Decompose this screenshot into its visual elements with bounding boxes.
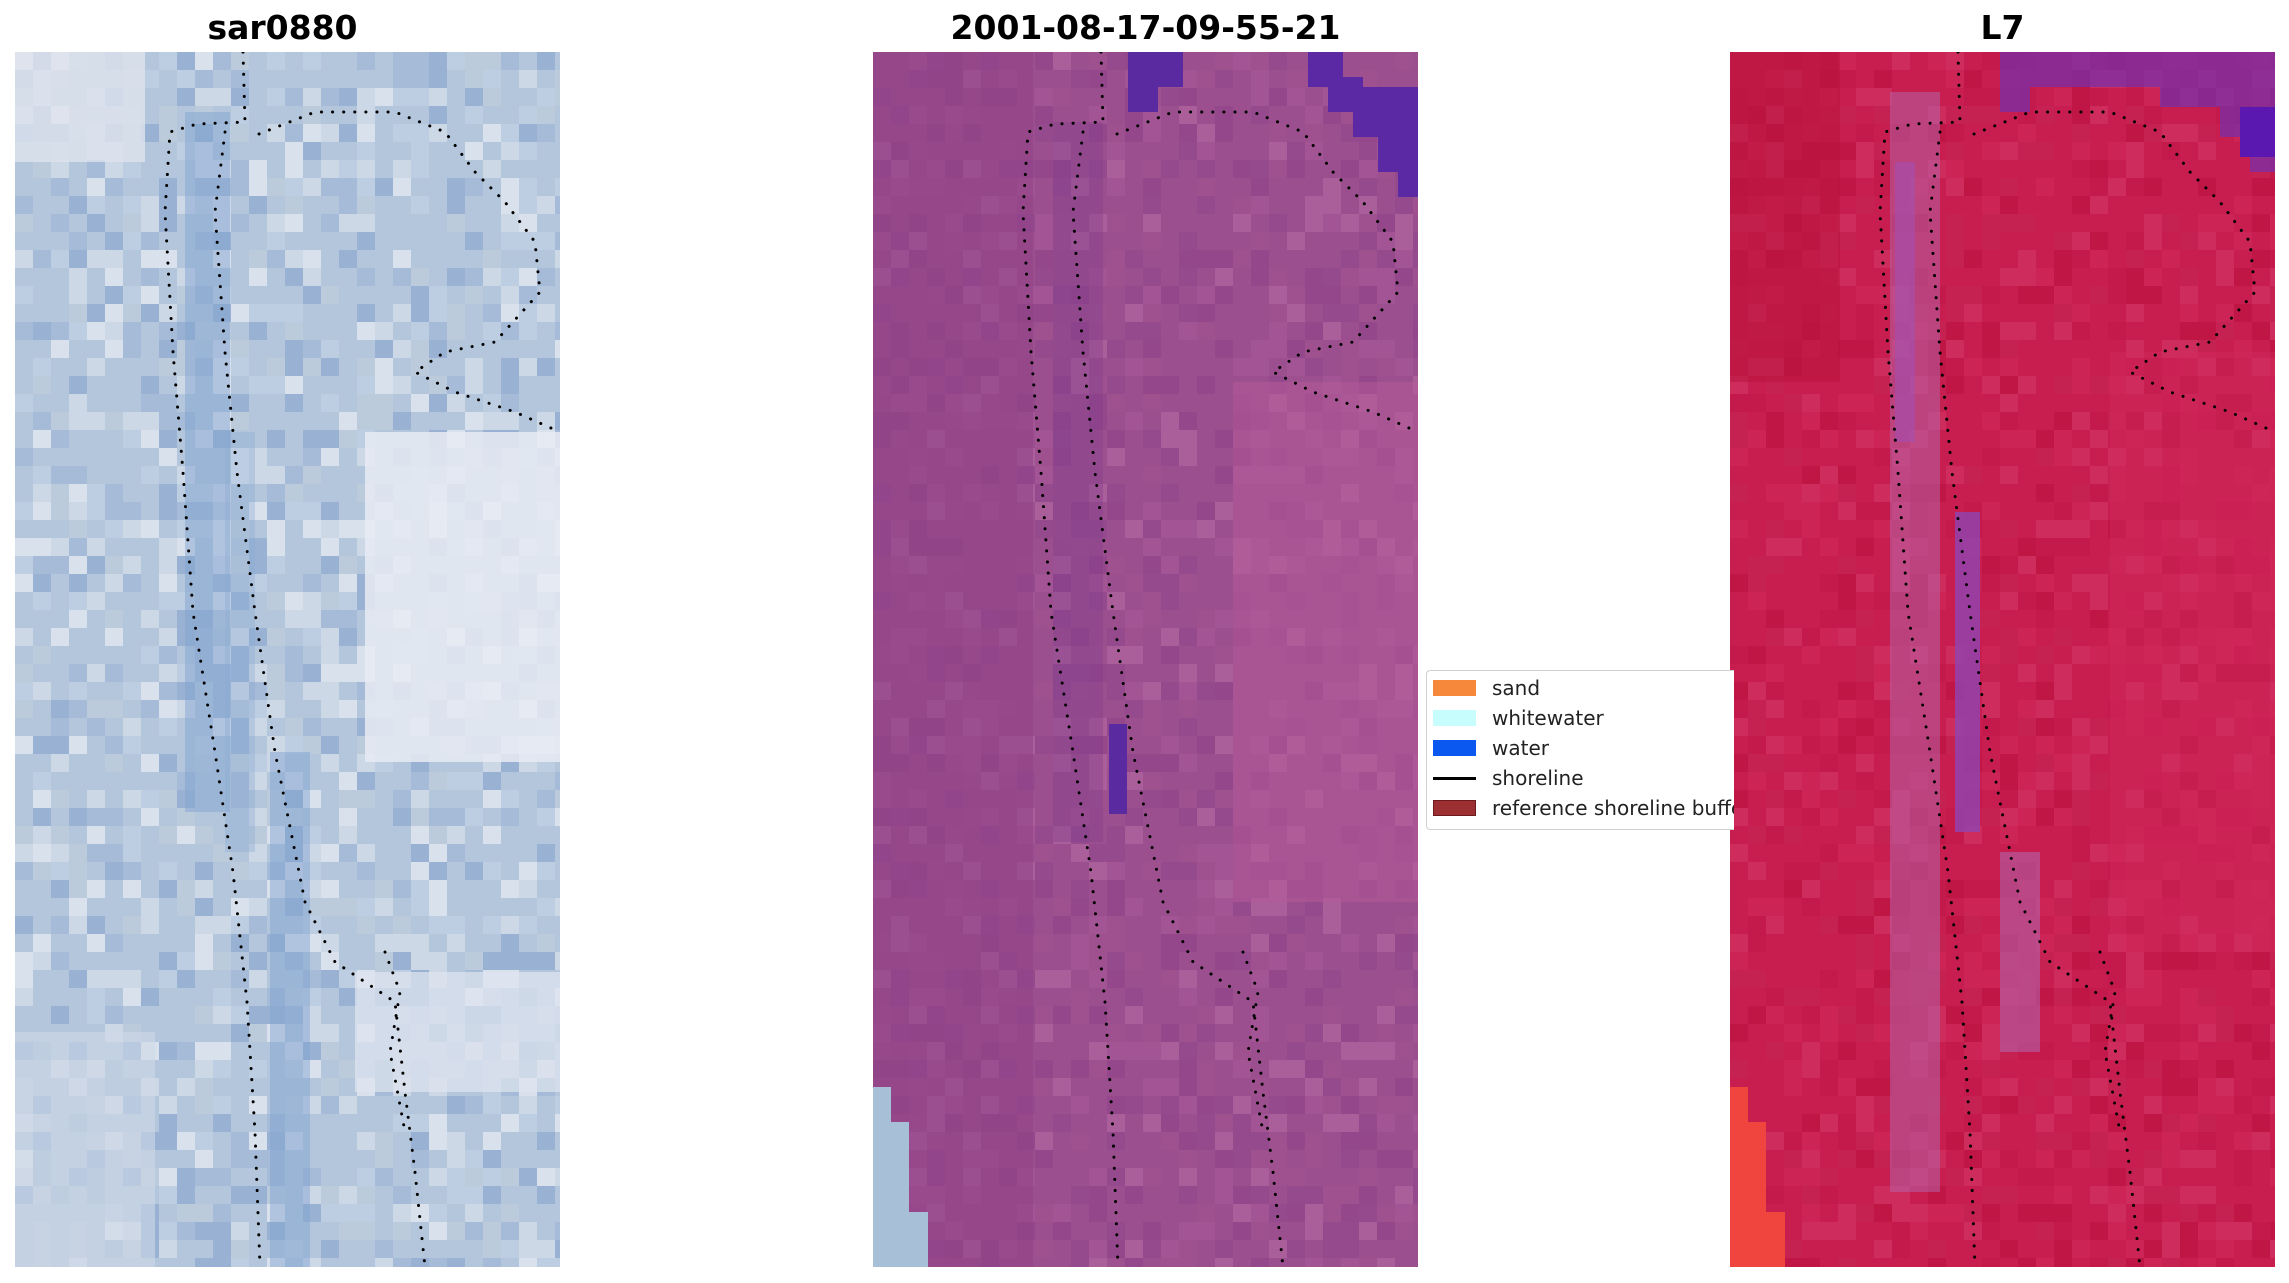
shoreline-left: [163, 52, 560, 1267]
whitewater-swatch: [1433, 710, 1476, 726]
legend-item-reference-buffer: reference shoreline buffer: [1433, 795, 1734, 821]
panel-title-left: sar0880: [207, 8, 358, 47]
legend-label: sand: [1492, 676, 1541, 700]
legend-item-sand: sand: [1433, 675, 1540, 701]
shoreline-path: [1021, 52, 1120, 1267]
shoreline-path: [1241, 950, 1265, 1134]
legend: sand whitewater water shoreline referenc…: [1426, 670, 1734, 830]
legend-label: reference shoreline buffer: [1492, 796, 1734, 820]
index-image: [1730, 52, 2275, 1267]
legend-label: shoreline: [1492, 766, 1584, 790]
shoreline-path: [1115, 110, 1418, 434]
shoreline-path: [383, 950, 407, 1134]
legend-label: whitewater: [1492, 706, 1604, 730]
shoreline-line-swatch: [1433, 776, 1476, 780]
legend-item-whitewater: whitewater: [1433, 705, 1604, 731]
classified-image: [873, 52, 1418, 1267]
shoreline-right: [1878, 52, 2275, 1267]
shoreline-middle: [1021, 52, 1418, 1267]
shoreline-path: [1928, 130, 2142, 1267]
sand-swatch: [1433, 680, 1476, 696]
rgb-image: [15, 52, 560, 1267]
reference-buffer-swatch: [1433, 800, 1476, 816]
panel-title-right: L7: [1980, 8, 2025, 47]
shoreline-path: [257, 110, 560, 434]
rgb-pixel-grid: [15, 52, 560, 1267]
legend-label: water: [1492, 736, 1549, 760]
water-swatch: [1433, 740, 1476, 756]
shoreline-path: [1071, 130, 1285, 1267]
panel-index-image: [1730, 52, 2275, 1267]
shoreline-path: [213, 130, 427, 1267]
shoreline-path: [2098, 950, 2122, 1134]
shoreline-path: [163, 52, 262, 1267]
panel-rgb-image: [15, 52, 560, 1267]
shoreline-path: [1878, 52, 1977, 1267]
legend-item-shoreline: shoreline: [1433, 765, 1584, 791]
legend-item-water: water: [1433, 735, 1549, 761]
panel-classified-image: [873, 52, 1418, 1267]
panel-title-middle: 2001-08-17-09-55-21: [950, 8, 1341, 47]
shoreline-path: [1972, 110, 2275, 434]
